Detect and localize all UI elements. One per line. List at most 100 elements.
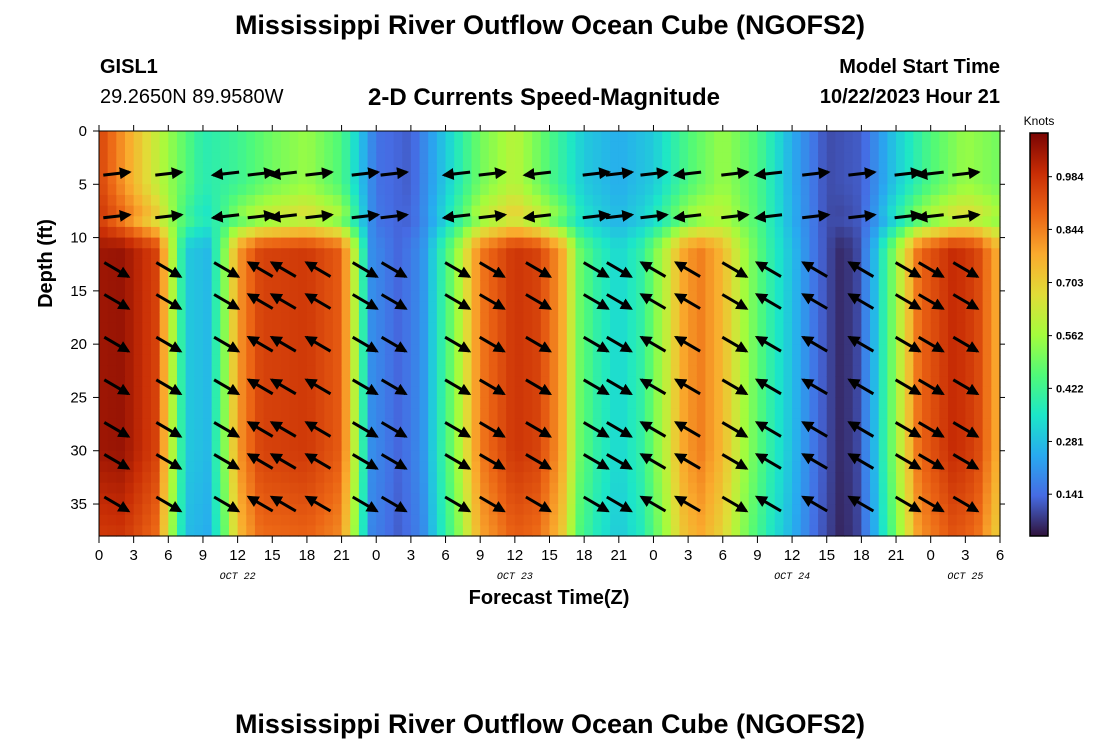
heat-cell (991, 450, 1001, 462)
heat-cell (774, 131, 785, 143)
heat-cell (480, 184, 490, 196)
heat-cell (99, 408, 109, 420)
heat-cell (870, 312, 880, 324)
heat-cell (592, 258, 603, 271)
heat-cell (982, 397, 992, 409)
x-day-label: OCT 23 (497, 572, 533, 583)
heat-cell (904, 280, 914, 292)
heat-cell (636, 365, 646, 377)
heat-cell (558, 525, 568, 537)
heat-cell (324, 525, 334, 537)
heat-cell (766, 131, 776, 143)
heat-cell (792, 514, 802, 526)
heat-cell (471, 162, 481, 175)
heat-cell (350, 354, 360, 367)
heat-cell (670, 131, 681, 143)
heat-cell (644, 131, 655, 143)
heat-cell (835, 461, 845, 473)
heat-cell (896, 461, 906, 473)
heat-cell (722, 131, 733, 143)
heat-cell (766, 173, 776, 185)
heat-cell (376, 397, 386, 409)
heat-cell (592, 418, 603, 431)
heat-cell (870, 280, 880, 292)
heat-cell (436, 333, 447, 345)
heat-cell (289, 280, 299, 292)
heat-cell (878, 365, 888, 377)
heat-cell (705, 131, 715, 143)
heat-cell (956, 290, 966, 303)
heat-cell (575, 461, 585, 473)
heat-cell (306, 152, 317, 164)
heat-cell (99, 418, 109, 431)
heat-cell (237, 429, 247, 441)
heat-cell (904, 440, 914, 452)
heat-cell (991, 184, 1001, 196)
heat-cell (419, 440, 429, 452)
heat-cell (298, 376, 308, 388)
x-tick-label: 21 (333, 547, 350, 564)
heat-cell (965, 482, 975, 494)
current-vector (894, 335, 922, 353)
heat-cell (462, 397, 473, 409)
current-vector (478, 378, 506, 396)
heat-cell (159, 226, 169, 239)
heat-cell (948, 258, 958, 271)
heat-cell (852, 280, 862, 292)
heat-cell (428, 301, 438, 313)
heat-cell (462, 322, 473, 335)
heat-cell (185, 461, 195, 473)
heat-cell (670, 344, 681, 356)
heat-cell (956, 131, 966, 143)
heat-cell (861, 461, 871, 473)
heat-cell (133, 333, 143, 345)
heat-cell (939, 290, 949, 303)
heat-cell (237, 525, 247, 537)
heat-cell (766, 408, 776, 420)
heat-cell (107, 472, 117, 484)
current-vector (525, 495, 552, 513)
heat-cell (393, 322, 403, 335)
heat-cell (254, 152, 265, 164)
heat-cell (705, 184, 715, 196)
heat-cell (783, 472, 793, 484)
heat-cell (506, 312, 516, 324)
heat-cell (358, 397, 369, 409)
heat-cell (878, 344, 888, 356)
heat-cell (358, 280, 369, 292)
heat-cell (878, 322, 888, 335)
heat-cell (367, 173, 377, 185)
heat-cell (766, 205, 776, 217)
heat-cell (237, 290, 247, 303)
heat-cell (428, 472, 438, 484)
heat-cell (246, 184, 256, 196)
heat-cell (341, 152, 351, 164)
heat-cell (246, 408, 256, 420)
heat-cell (601, 184, 611, 196)
heat-cell (220, 472, 230, 484)
heat-cell (159, 258, 169, 271)
heat-cell (887, 333, 897, 345)
heat-cell (315, 258, 325, 271)
heat-cell (870, 301, 880, 313)
heat-cell (584, 482, 594, 494)
heat-cell (523, 162, 533, 175)
heat-cell (757, 525, 767, 537)
heat-cell (662, 173, 672, 185)
heat-cell (350, 248, 360, 260)
heat-cell (497, 493, 507, 505)
heat-cell (471, 408, 481, 420)
heat-cell (809, 205, 819, 217)
heat-cell (324, 472, 334, 484)
heat-cell (471, 472, 481, 484)
heat-cell (644, 322, 655, 335)
heat-cell (445, 344, 455, 356)
heat-cell (289, 482, 299, 494)
heat-cell (393, 440, 403, 452)
heat-cell (965, 173, 975, 185)
heat-cell (939, 418, 949, 431)
heat-cell (376, 205, 386, 217)
heat-cell (696, 440, 707, 452)
current-vector (952, 167, 981, 180)
heat-cell (280, 504, 291, 516)
